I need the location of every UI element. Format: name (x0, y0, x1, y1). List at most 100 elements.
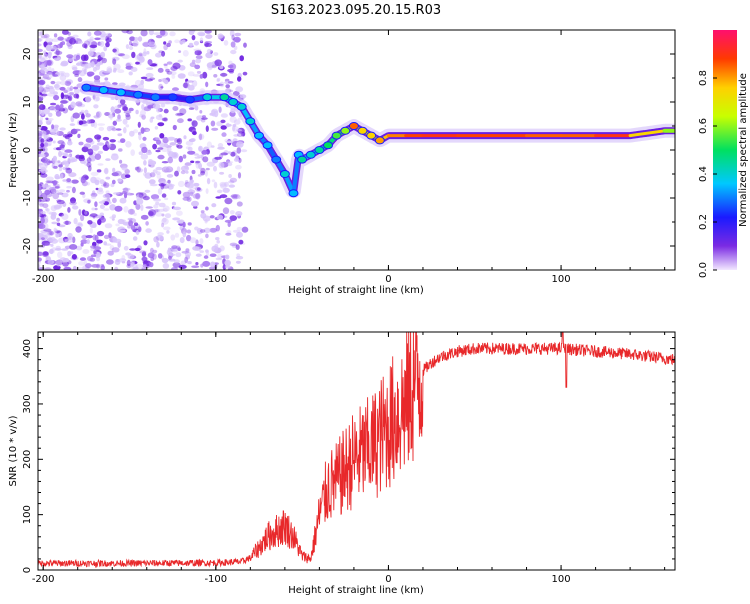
noise-point (133, 212, 137, 216)
noise-point (85, 96, 92, 103)
noise-point (217, 143, 224, 148)
noise-point (145, 72, 154, 78)
noise-point (141, 104, 145, 110)
noise-point (235, 164, 242, 170)
noise-point (150, 247, 154, 253)
noise-point (211, 245, 219, 252)
noise-point (191, 80, 198, 87)
noise-point (102, 193, 111, 199)
noise-point (41, 231, 49, 238)
noise-point (163, 79, 169, 85)
noise-point (117, 229, 126, 233)
noise-point (172, 106, 179, 111)
noise-point (226, 159, 231, 164)
noise-point (188, 107, 195, 110)
noise-point (80, 242, 84, 247)
noise-point (100, 51, 106, 58)
ridge-blob (150, 93, 161, 102)
noise-point (236, 132, 244, 137)
noise-point (38, 189, 42, 196)
noise-point (138, 192, 147, 199)
noise-point (39, 116, 44, 122)
snr-ticks: -200 -100 0 100 0 100 200 300 400 (22, 332, 675, 585)
noise-point (194, 105, 199, 111)
noise-point (95, 187, 99, 191)
noise-point (190, 138, 196, 142)
noise-point (187, 189, 196, 194)
noise-point (93, 95, 100, 102)
noise-point (138, 56, 145, 63)
spectrogram-y-tick-label: 0 (22, 147, 33, 153)
noise-point (148, 179, 156, 185)
ridge-blob (228, 98, 239, 106)
noise-point (144, 189, 151, 193)
noise-point (54, 84, 59, 89)
noise-point (44, 267, 52, 270)
noise-point (196, 70, 202, 74)
snr-y-tick-label: 400 (22, 339, 33, 358)
noise-point (67, 232, 73, 240)
noise-point (225, 140, 233, 144)
noise-point (206, 48, 212, 54)
noise-point (121, 54, 130, 60)
noise-point (216, 240, 220, 244)
noise-point (104, 223, 113, 229)
noise-point (62, 30, 69, 35)
noise-point (46, 211, 53, 214)
noise-point (50, 102, 57, 106)
noise-point (188, 42, 194, 47)
ridge-segment (628, 129, 667, 138)
noise-point (96, 263, 101, 269)
colorbar-tick-label: 0.0 (698, 262, 709, 278)
noise-point (222, 207, 230, 215)
noise-point (84, 109, 89, 115)
noise-point (45, 197, 50, 202)
noise-point (202, 115, 206, 118)
noise-point (38, 267, 43, 270)
noise-point (186, 80, 190, 84)
noise-point (40, 138, 45, 143)
noise-point (58, 189, 66, 193)
noise-point (72, 34, 79, 38)
noise-point (237, 195, 241, 199)
spectrogram-x-tick-label: -200 (32, 274, 55, 285)
noise-point (148, 262, 154, 268)
noise-point (38, 43, 42, 47)
noise-point (175, 245, 181, 250)
noise-point (56, 131, 64, 136)
noise-point (108, 232, 112, 239)
noise-point (38, 119, 43, 126)
noise-point (59, 204, 63, 208)
noise-point (175, 252, 182, 258)
noise-point (164, 213, 172, 219)
noise-point (82, 249, 90, 254)
noise-point (98, 187, 103, 193)
noise-point (117, 133, 123, 137)
noise-point (74, 128, 81, 132)
noise-point (176, 166, 181, 173)
noise-point (168, 40, 172, 44)
snr-line (38, 332, 675, 569)
noise-point (227, 68, 235, 73)
noise-point (108, 143, 117, 151)
noise-point (172, 124, 177, 131)
noise-point (125, 174, 131, 179)
noise-point (47, 119, 52, 123)
noise-point (95, 111, 102, 118)
noise-point (176, 210, 183, 216)
noise-point (161, 50, 166, 57)
noise-point (222, 187, 230, 193)
noise-point (122, 187, 131, 191)
noise-point (202, 156, 209, 163)
noise-point (199, 37, 204, 43)
noise-point (220, 125, 227, 130)
ridge-blob (254, 131, 264, 140)
noise-point (57, 36, 64, 41)
noise-point (166, 174, 174, 178)
noise-point (216, 79, 220, 82)
ridge-blob (202, 93, 213, 102)
noise-point (139, 114, 144, 118)
noise-point (38, 233, 44, 238)
noise-point (174, 170, 179, 177)
noise-point (109, 216, 116, 219)
